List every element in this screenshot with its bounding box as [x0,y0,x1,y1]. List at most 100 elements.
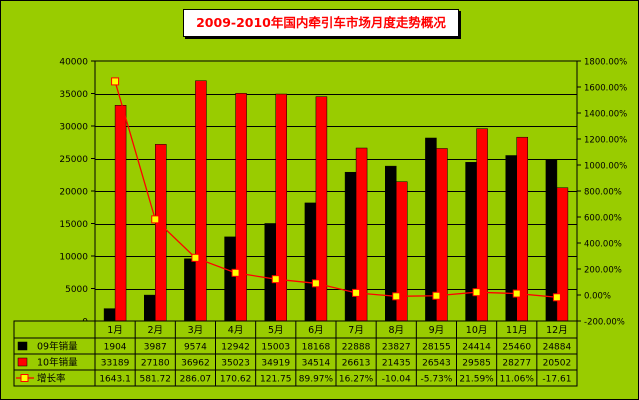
series-name-1: 09年销量 [37,341,78,353]
category-label: 1月 [107,325,123,336]
bar-09-3 [184,258,196,322]
legend-key-1 [17,341,28,351]
growth-rate-marker-5 [271,275,280,284]
growth-rate-marker-2 [151,215,160,224]
bar-09-6 [304,202,317,322]
table-value: 34514 [302,359,331,369]
table-value: 9574 [184,343,207,353]
growth-rate-marker-12 [552,293,561,302]
category-label: 9月 [429,325,445,336]
table-value: -17.61 [542,375,571,385]
growth-rate-marker-6 [311,279,320,288]
table-value: 18168 [302,343,331,353]
table-value: 21.59% [459,375,494,385]
table-value: 26613 [342,359,371,369]
table-value: 23827 [382,343,411,353]
category-label: 5月 [268,325,284,336]
bar-09-5 [264,223,276,322]
y-right-tick-label: 1400.00% [584,110,627,120]
category-label: 4月 [228,325,244,336]
growth-rate-marker-7 [352,288,361,297]
chart-title: 2009-2010年国内牵引车市场月度走势概况 [183,9,459,37]
y-left-tick-label: 5000 [65,285,88,295]
table-value: 1904 [104,343,127,353]
growth-rate-marker-8 [392,292,401,301]
category-label: 2月 [147,325,163,336]
bar-09-2 [144,294,156,322]
table-value: 12942 [221,343,250,353]
table-value: 20502 [543,359,572,369]
growth-rate-marker-10 [472,288,481,297]
table-value: 24414 [462,343,491,353]
y-right-tick-label: 1600.00% [584,84,627,94]
category-label: 6月 [308,325,324,336]
table-value: 28155 [422,343,451,353]
legend-key-2 [17,357,28,367]
table-value: 170.62 [220,375,252,385]
growth-rate-marker-1 [111,77,120,86]
table-value: 27180 [141,359,170,369]
y-left-tick-label: 20000 [59,188,88,198]
table-value: 22888 [342,343,371,353]
bar-10-6 [315,96,328,322]
y-right-tick-label: -200.00% [584,318,625,328]
growth-rate-line [114,81,557,298]
bar-10-3 [195,80,207,322]
bar-09-7 [344,171,357,322]
category-label: 11月 [506,325,528,336]
bar-10-5 [275,93,287,322]
legend-key-marker [20,374,29,382]
table-value: 28277 [502,359,531,369]
table-value: 121.75 [260,375,292,385]
y-right-tick-label: 0.00% [584,292,611,302]
y-right-tick-label: 800.00% [584,188,622,198]
table-value: 3987 [144,343,167,353]
category-label: 7月 [348,325,364,336]
y-left-tick-label: 15000 [59,220,88,230]
y-left-tick-label: 30000 [59,123,88,133]
table-value: 35023 [221,359,250,369]
table-value: 33189 [101,359,130,369]
y-right-tick-label: 600.00% [584,214,622,224]
bar-09-1 [103,308,116,322]
y-right-tick-label: 200.00% [584,266,622,276]
table-value: 25460 [502,343,531,353]
bar-10-1 [114,105,127,322]
y-left-tick-label: 35000 [59,90,88,100]
table-value: -5.73% [420,375,452,385]
table-value: -10.04 [382,375,411,385]
growth-rate-marker-4 [231,268,240,277]
table-value: 29585 [462,359,491,369]
series-name-2: 10年销量 [37,357,78,369]
y-right-tick-label: 1000.00% [584,162,627,172]
table-value: 581.72 [140,375,172,385]
y-left-tick-label: 40000 [59,58,88,68]
y-right-tick-label: 400.00% [584,240,622,250]
growth-rate-marker-3 [191,253,200,262]
table-value: 36962 [181,359,210,369]
table-value: 34919 [261,359,290,369]
y-left-tick-label: 10000 [59,253,88,263]
table-value: 89.97% [299,375,334,385]
table-value: 15003 [261,343,290,353]
bar-09-4 [224,236,236,322]
table-value: 21435 [382,359,411,369]
y-right-tick-label: 1200.00% [584,136,627,146]
category-label: 12月 [546,325,568,336]
category-label: 3月 [188,325,204,336]
bar-09-10 [465,162,477,322]
category-label: 8月 [388,325,404,336]
series-name-3: 增长率 [37,373,66,385]
bar-10-2 [155,144,167,322]
table-value: 286.07 [180,375,212,385]
category-label: 10月 [466,325,488,336]
table-value: 16.27% [339,375,374,385]
bar-10-4 [235,93,247,322]
growth-rate-marker-11 [512,289,521,298]
growth-rate-marker-9 [432,291,441,300]
table-value: 24884 [543,343,572,353]
table-value: 26543 [422,359,451,369]
table-value: 11.06% [500,375,535,385]
table-value: 1643.1 [99,375,131,385]
